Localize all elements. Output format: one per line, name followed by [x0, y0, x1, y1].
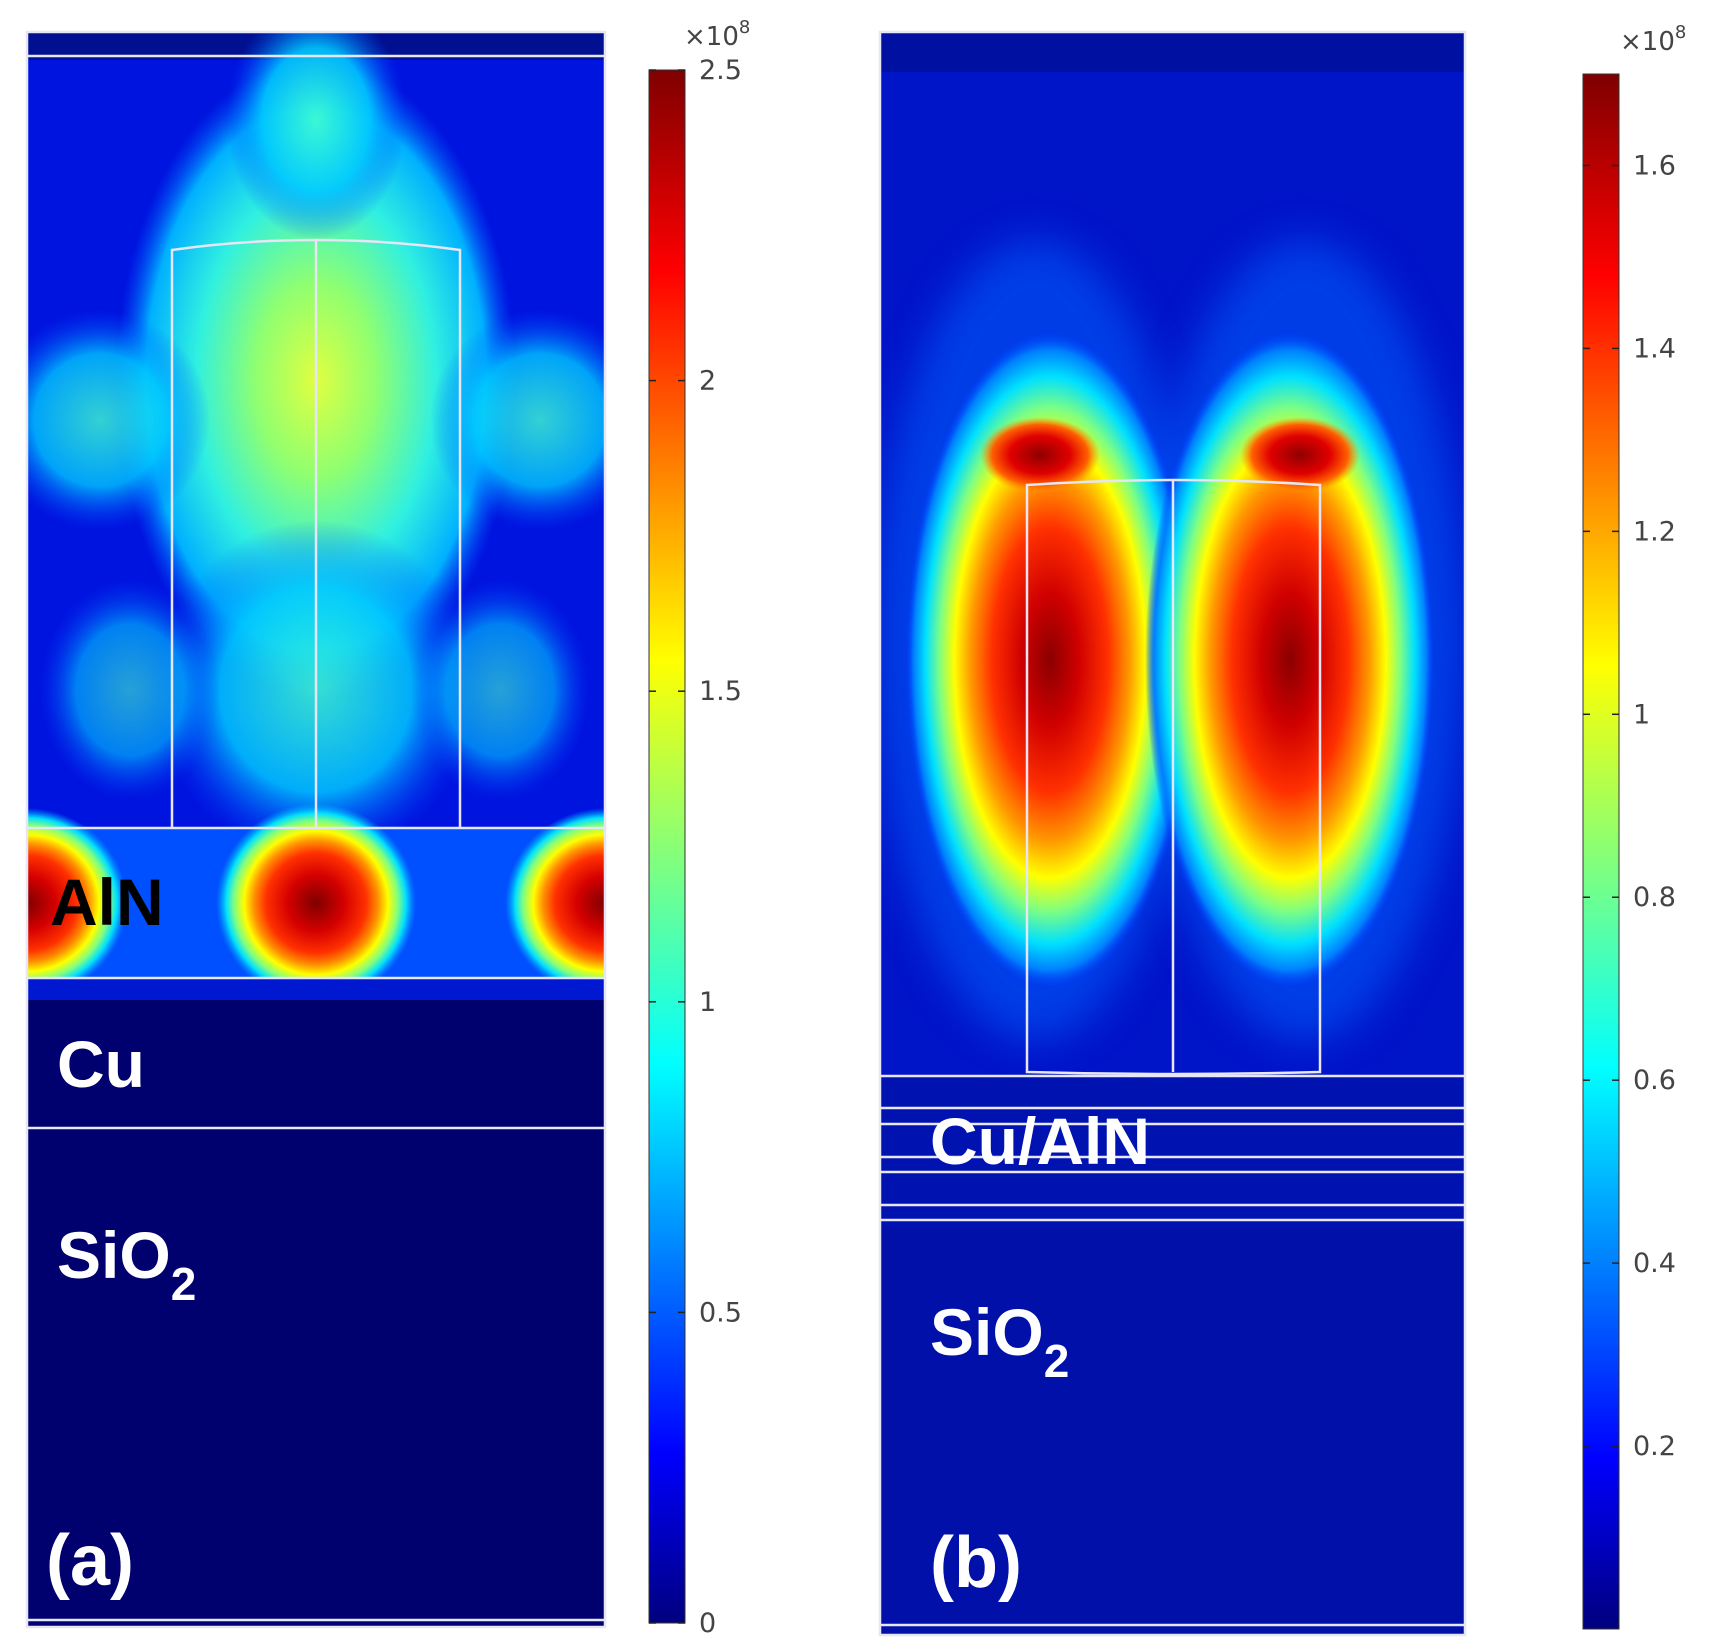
panel-a-cu-label: Cu — [57, 1027, 145, 1101]
panel-b-colorbar-tick-label: 0.2 — [1633, 1431, 1676, 1462]
panel-a-colorbar-tick-label: 1 — [699, 987, 716, 1018]
panel-a-tag: (a) — [46, 1521, 134, 1601]
panel-b-colorbar-tick-label: 0.6 — [1633, 1065, 1676, 1096]
panel-a-sio2-subscript: 2 — [171, 1258, 197, 1310]
panel-a-aln-label: AlN — [50, 865, 164, 939]
panel-b-colorbar-tick-label: 1.6 — [1633, 150, 1676, 181]
panel-a-colorbar-tick-label: 2 — [699, 366, 716, 397]
panel-b-tag: (b) — [930, 1523, 1022, 1603]
panel-a-colorbar-tick-label: 1.5 — [699, 676, 742, 707]
panel-a-sio2-base: SiO — [57, 1218, 171, 1292]
panel-b-colorbar-tick-label: 0.4 — [1633, 1248, 1676, 1279]
panel-b-colorbar-tick-label: 1.4 — [1633, 333, 1676, 364]
panel-b-multiplier-exp: 8 — [1675, 22, 1686, 43]
panel-b-sio2-base: SiO — [930, 1295, 1044, 1369]
panel-a-multiplier-base: ×10 — [684, 22, 739, 52]
panel-b-colorbar-gradient — [1582, 73, 1620, 1630]
panel-a-colorbar-tick-label: 0 — [699, 1608, 716, 1639]
panel-a-colorbar-multiplier: ×108 — [684, 17, 750, 52]
panel-a-geometry-outline — [25, 30, 607, 1629]
panel-b-colorbar-tick-label: 1.2 — [1633, 516, 1676, 547]
panel-b-colorbar: 0.2 0.4 0.6 0.8 1 1.2 1.4 1.6 ×108 — [1582, 22, 1686, 1630]
panel-a-colorbar-tick-label: 0.5 — [699, 1297, 742, 1328]
panel-a-colorbar-ticks: 0 0.5 1 1.5 2 2.5 — [649, 55, 742, 1639]
panel-a-colorbar-gradient — [648, 69, 686, 1624]
panel-a-colorbar: 0 0.5 1 1.5 2 2.5 ×108 — [648, 17, 750, 1639]
panel-a-sio2-label: SiO2 — [57, 1218, 196, 1310]
panel-a-field-map — [27, 32, 605, 1627]
panel-b-sio2-label: SiO2 — [930, 1295, 1069, 1387]
panel-b-cu-aln-label: Cu/AlN — [930, 1104, 1150, 1178]
panel-a-multiplier-exp: 8 — [739, 17, 750, 38]
panel-b-geometry-outline — [878, 30, 1467, 1637]
panel-b-colorbar-tick-label: 0.8 — [1633, 882, 1676, 913]
panel-b-colorbar-multiplier: ×108 — [1620, 22, 1686, 57]
panel-b-colorbar-tick-label: 1 — [1633, 699, 1650, 730]
panel-b-sio2-subscript: 2 — [1044, 1335, 1070, 1387]
panel-a-colorbar-tick-label: 2.5 — [699, 55, 742, 86]
panel-b-colorbar-ticks: 0.2 0.4 0.6 0.8 1 1.2 1.4 1.6 — [1583, 150, 1676, 1462]
panel-b-multiplier-base: ×10 — [1620, 27, 1675, 57]
panel-b-field-map — [880, 32, 1465, 1635]
